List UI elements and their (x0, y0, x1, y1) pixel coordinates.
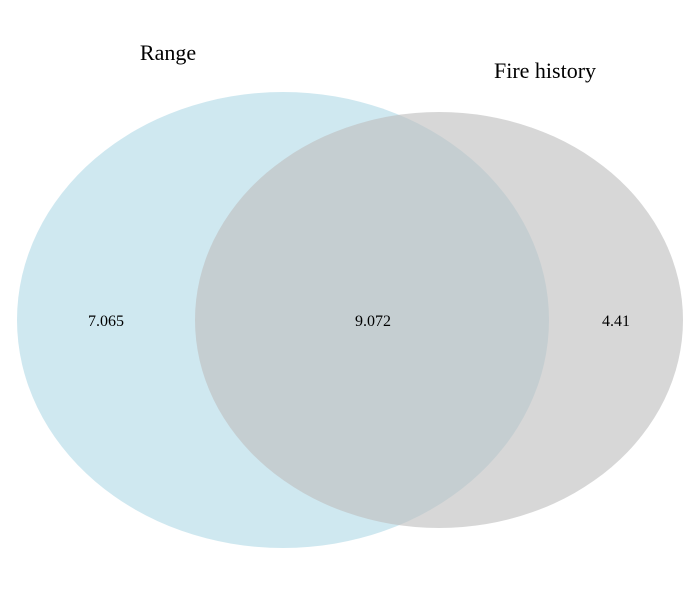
intersection-value: 9.072 (355, 313, 391, 330)
range-set-label: Range (140, 40, 196, 65)
fire-history-only-value: 4.41 (602, 313, 630, 330)
fire-history-set-label: Fire history (494, 58, 596, 83)
fire-history-circle (195, 112, 683, 528)
range-only-value: 7.065 (88, 313, 124, 330)
